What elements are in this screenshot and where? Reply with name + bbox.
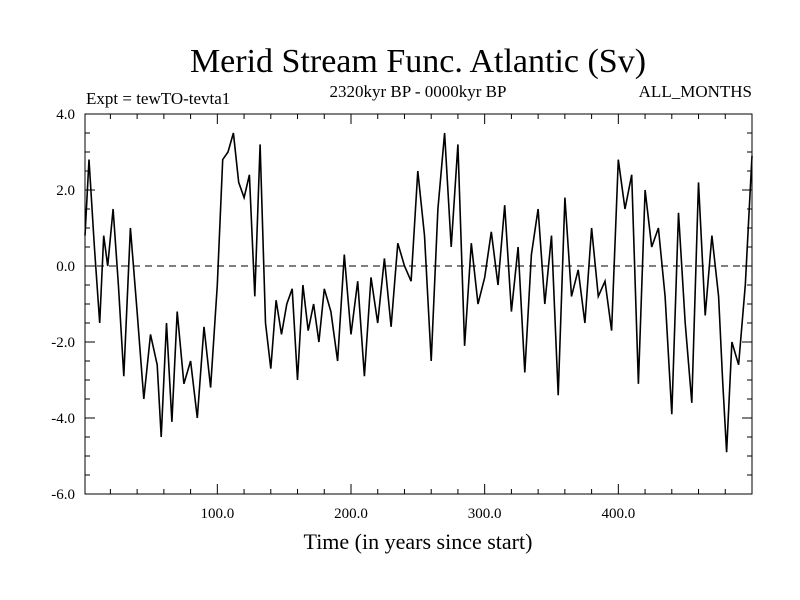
y-tick-label: -4.0	[51, 411, 75, 427]
months-label: ALL_MONTHS	[639, 82, 752, 101]
experiment-label: Expt = tewTO-tevta1	[86, 89, 230, 108]
y-tick-label: 4.0	[56, 107, 75, 123]
y-tick-label: 2.0	[56, 183, 75, 199]
series-line	[84, 132, 753, 453]
x-axis-label: Time (in years since start)	[304, 529, 533, 554]
x-tick-label: 400.0	[601, 506, 635, 522]
x-tick-label: 200.0	[334, 506, 368, 522]
y-tick-label: -2.0	[51, 335, 75, 351]
y-tick-label: -6.0	[51, 487, 75, 503]
time-range-label: 2320kyr BP - 0000kyr BP	[330, 82, 507, 101]
series-group	[84, 132, 753, 453]
x-axis: 100.0 200.0 300.0 400.0	[109, 114, 726, 522]
x-tick-label: 100.0	[200, 506, 234, 522]
y-tick-label: 0.0	[56, 259, 75, 275]
y-axis: -6.0 -4.0 -2.0 0.0 2.0 4.0	[51, 107, 752, 503]
chart-title: Merid Stream Func. Atlantic (Sv)	[190, 43, 646, 80]
x-tick-label: 300.0	[468, 506, 502, 522]
